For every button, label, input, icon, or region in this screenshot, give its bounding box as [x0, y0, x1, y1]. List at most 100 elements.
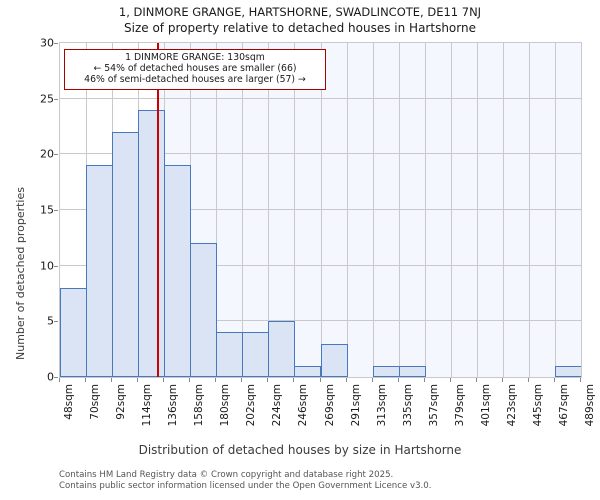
y-tick-mark [54, 210, 58, 211]
histogram-bar [294, 365, 322, 377]
x-axis: 48sqm 70sqm 92sqm 114sqm 136sqm 158sqm 180sqm 2… [59, 378, 596, 448]
x-tick-label: 379sqm [453, 384, 466, 427]
plot-area [59, 42, 582, 378]
x-tick-mark [215, 378, 217, 382]
x-tick-label: 335sqm [401, 384, 414, 427]
x-tick-mark [397, 378, 399, 382]
x-tick-label: 202sqm [245, 384, 258, 427]
footer-line-1: Contains HM Land Registry data © Crown c… [59, 470, 394, 480]
x-tick-label: 313sqm [375, 384, 388, 427]
page-title: 1, DINMORE GRANGE, HARTSHORNE, SWADLINCO… [118, 5, 482, 19]
x-tick-label: 467sqm [557, 384, 570, 427]
histogram-bar [242, 332, 270, 377]
y-tick-label: 25 [40, 92, 54, 106]
x-tick-mark [527, 378, 529, 382]
histogram-bar [268, 321, 296, 377]
x-tick-mark [163, 378, 165, 382]
x-tick-mark [345, 378, 347, 382]
x-tick-label: 180sqm [219, 384, 232, 427]
x-tick-mark [371, 378, 373, 382]
x-tick-mark [423, 378, 425, 382]
footer-attribution: Contains HM Land Registry data © Crown c… [59, 470, 589, 491]
histogram-bar [138, 109, 166, 377]
histogram-bar [372, 365, 400, 377]
x-tick-mark [189, 378, 191, 382]
y-tick-mark [54, 377, 58, 378]
y-tick-label: 15 [40, 203, 54, 217]
x-tick-label: 291sqm [349, 384, 362, 427]
x-tick-mark [319, 378, 321, 382]
gridline-vertical [554, 43, 556, 377]
annotation-line-property: 1 DINMORE GRANGE: 130sqm [125, 52, 265, 63]
x-tick-mark [241, 378, 243, 382]
x-tick-mark [449, 378, 451, 382]
footer-line-2: Contains public sector information licen… [59, 480, 432, 491]
x-tick-mark [475, 378, 477, 382]
x-tick-mark [293, 378, 295, 382]
y-tick-label: 0 [47, 370, 54, 384]
x-tick-label: 423sqm [505, 384, 518, 427]
x-tick-label: 70sqm [89, 384, 102, 420]
gridline-vertical [476, 43, 478, 377]
x-tick-mark [85, 378, 87, 382]
y-tick-mark [54, 321, 58, 323]
histogram-bar [190, 243, 218, 377]
gridline-vertical [346, 43, 348, 377]
histogram-bar [60, 287, 88, 377]
x-tick-label: 246sqm [297, 384, 310, 427]
histogram-bar [112, 132, 140, 377]
x-tick-mark [59, 378, 60, 382]
gridline-vertical [502, 43, 504, 377]
chart-title-block: 1, DINMORE GRANGE, HARTSHORNE, SWADLINCO… [0, 4, 600, 37]
x-tick-label: 489sqm [584, 384, 596, 427]
x-tick-mark [501, 378, 503, 382]
chart-subtitle: Size of property relative to detached ho… [124, 21, 476, 35]
y-tick-mark [54, 98, 58, 100]
y-tick-label: 30 [40, 36, 54, 50]
y-tick-mark [54, 154, 58, 156]
gridline-vertical [528, 43, 530, 377]
gridline-vertical [398, 43, 400, 377]
x-axis-label: Distribution of detached houses by size … [138, 443, 462, 457]
x-tick-mark [267, 378, 269, 382]
histogram-bar [320, 343, 348, 377]
x-tick-mark [580, 378, 581, 382]
gridline-vertical [372, 43, 374, 377]
x-tick-label: 224sqm [271, 384, 284, 427]
annotation-line-larger: 46% of semi-detached houses are larger (… [84, 74, 306, 86]
histogram-bar [398, 365, 426, 377]
y-tick-mark [54, 43, 58, 44]
histogram-bar [164, 165, 192, 377]
y-tick-label: 20 [40, 147, 54, 161]
annotation-line-smaller: ← 54% of detached houses are smaller (66… [93, 63, 297, 75]
gridline-vertical [320, 43, 322, 377]
gridline-vertical [268, 43, 270, 377]
gridline-vertical [424, 43, 426, 377]
y-tick-label: 5 [47, 314, 54, 328]
x-tick-mark [137, 378, 139, 382]
y-axis: Number of detached properties 0 5 10 15 20 25… [0, 37, 58, 384]
y-tick-mark [54, 265, 58, 267]
x-tick-label: 445sqm [531, 384, 544, 427]
y-tick-label: 10 [40, 259, 54, 273]
gridline-vertical [294, 43, 296, 377]
gridline-vertical [216, 43, 218, 377]
histogram-bar [554, 365, 581, 377]
gridline-vertical [450, 43, 452, 377]
x-tick-mark [553, 378, 555, 382]
histogram-bar [216, 332, 244, 377]
x-tick-label: 48sqm [63, 384, 75, 420]
x-tick-label: 357sqm [427, 384, 440, 427]
x-tick-label: 136sqm [167, 384, 180, 427]
gridline-vertical [242, 43, 244, 377]
x-tick-label: 269sqm [323, 384, 336, 427]
x-tick-label: 401sqm [479, 384, 492, 427]
x-tick-label: 158sqm [193, 384, 206, 427]
histogram-bar [86, 165, 114, 377]
x-tick-label: 92sqm [115, 384, 128, 420]
x-tick-mark [111, 378, 113, 382]
annotation-box: 1 DINMORE GRANGE: 130sqm ← 54% of detach… [64, 49, 326, 90]
property-marker-line [157, 43, 160, 377]
x-tick-label: 114sqm [141, 384, 154, 427]
